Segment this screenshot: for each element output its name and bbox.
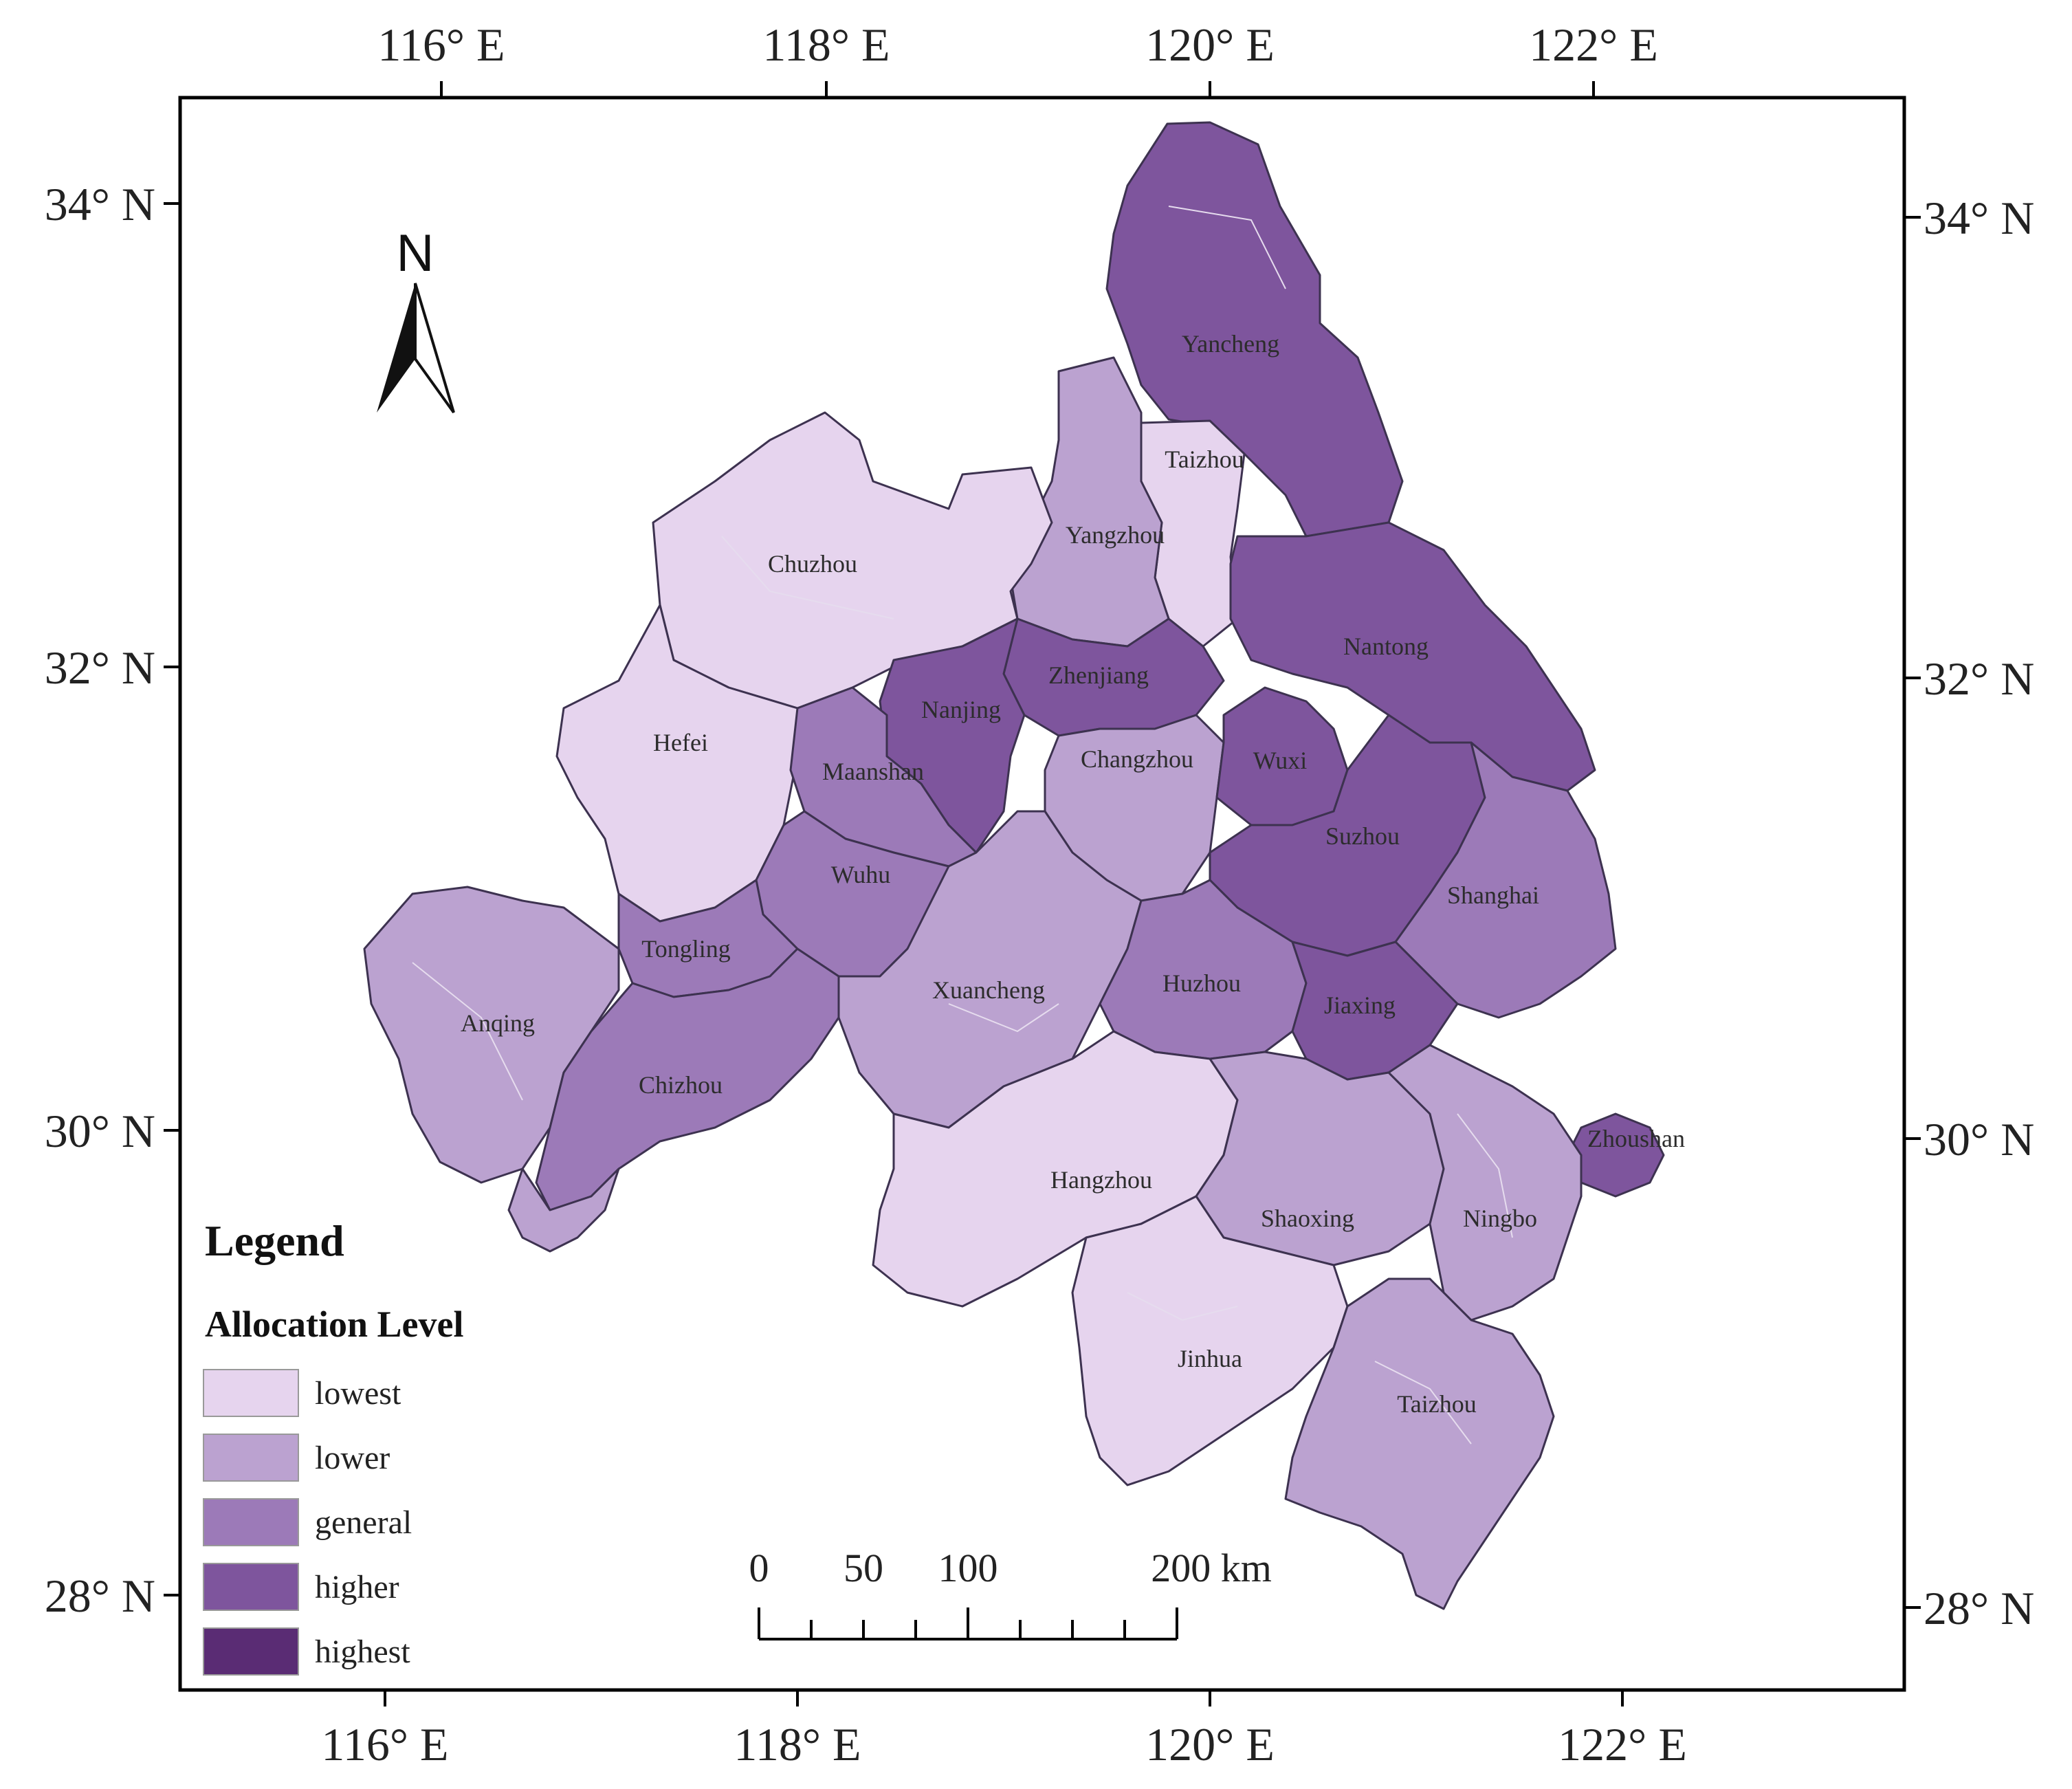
graticule-ticks	[164, 81, 1921, 1706]
city-label: Hefei	[653, 729, 708, 756]
lat-label-left: 32° N	[45, 641, 155, 694]
region-huzhou	[1099, 879, 1308, 1060]
city-label: Chuzhou	[768, 550, 857, 578]
right-latitude-labels: 34° N 32° N 30° N 28° N	[1924, 192, 2034, 1634]
lat-label-right: 32° N	[1924, 652, 2034, 705]
lon-label-bottom: 120° E	[1145, 1718, 1275, 1770]
scale-bar-line	[758, 1607, 1178, 1640]
city-label: Nanjing	[921, 696, 1001, 723]
legend-label-higher: higher	[315, 1569, 399, 1605]
lat-label-right: 30° N	[1924, 1113, 2034, 1165]
city-label: Changzhou	[1081, 745, 1193, 773]
city-label: Taizhou	[1165, 446, 1244, 473]
city-label: Ningbo	[1463, 1205, 1537, 1232]
legend-swatch-lowest	[203, 1369, 299, 1417]
legend-subtitle: Allocation Level	[205, 1304, 463, 1345]
scale-label-0: 0	[749, 1546, 769, 1590]
lon-label-top: 118° E	[762, 19, 890, 71]
city-labels: Yancheng Taizhou Chuzhou Yangzhou Nanton…	[461, 330, 1685, 1418]
region-chizhou	[535, 947, 840, 1211]
legend-swatch-higher	[203, 1563, 299, 1611]
city-label: Suzhou	[1325, 822, 1400, 850]
lon-label-bottom: 116° E	[321, 1718, 448, 1770]
region-ningbo	[1387, 1044, 1583, 1321]
region-taizhou-zj	[1284, 1277, 1555, 1610]
legend-swatch-lower	[203, 1434, 299, 1482]
city-label: Wuxi	[1253, 747, 1308, 774]
top-longitude-labels: 116° E 118° E 120° E 122° E	[377, 19, 1657, 71]
legend-swatch-highest	[203, 1627, 299, 1676]
lon-label-bottom: 122° E	[1558, 1718, 1687, 1770]
city-label: Nantong	[1343, 633, 1429, 660]
legend: Legend Allocation Level lowest lower gen…	[203, 1216, 463, 1676]
district-lines	[412, 206, 1513, 1445]
legend-title: Legend	[205, 1216, 344, 1265]
north-arrow-icon	[377, 283, 415, 413]
city-label: Huzhou	[1162, 969, 1241, 997]
scale-label-50: 50	[844, 1546, 883, 1590]
lat-label-right: 28° N	[1924, 1582, 2034, 1634]
city-label: Jiaxing	[1324, 991, 1396, 1019]
city-label: Shanghai	[1447, 881, 1539, 909]
city-label: Zhoushan	[1587, 1125, 1685, 1152]
city-label: Xuancheng	[932, 976, 1045, 1004]
scale-label-100: 100	[938, 1546, 998, 1590]
scale-label-200km: 200 km	[1151, 1546, 1272, 1590]
region-jinhua	[1071, 1195, 1349, 1486]
lat-label-right: 34° N	[1924, 192, 2034, 244]
city-label: Maanshan	[822, 758, 924, 785]
north-arrow-icon-outline	[414, 283, 455, 414]
left-latitude-labels: 34° N 32° N 30° N 28° N	[45, 178, 155, 1622]
legend-label-lower: lower	[315, 1440, 390, 1476]
city-label: Anqing	[461, 1009, 535, 1037]
north-arrow: N	[377, 224, 455, 414]
lat-label-left: 28° N	[45, 1570, 155, 1622]
city-label: Wuhu	[831, 861, 891, 888]
lon-label-bottom: 118° E	[734, 1718, 861, 1770]
region-shanghai	[1394, 741, 1617, 1019]
lon-label-top: 116° E	[377, 19, 505, 71]
north-arrow-label: N	[397, 224, 434, 283]
legend-label-general: general	[315, 1504, 412, 1541]
city-label: Jinhua	[1178, 1345, 1242, 1372]
city-label: Zhenjiang	[1048, 661, 1149, 689]
city-label: Hangzhou	[1050, 1166, 1152, 1194]
lat-label-left: 30° N	[45, 1105, 155, 1157]
legend-swatch-general	[203, 1498, 299, 1546]
city-label: Tongling	[641, 935, 730, 963]
region-anqing-south	[507, 1167, 620, 1253]
city-label: Chizhou	[639, 1071, 723, 1099]
city-label: Taizhou	[1397, 1390, 1476, 1418]
region-shaoxing	[1195, 1051, 1445, 1266]
scale-bar: 0 50 100 200 km	[749, 1546, 1272, 1640]
city-regions	[363, 121, 1665, 1610]
lon-label-top: 120° E	[1145, 19, 1275, 71]
bottom-longitude-labels: 116° E 118° E 120° E 122° E	[321, 1718, 1686, 1770]
city-label: Yancheng	[1182, 330, 1279, 358]
city-label: Yangzhou	[1066, 521, 1165, 549]
lat-label-left: 34° N	[45, 178, 155, 230]
legend-label-lowest: lowest	[315, 1375, 401, 1412]
lon-label-top: 122° E	[1529, 19, 1658, 71]
legend-label-highest: highest	[315, 1634, 410, 1670]
city-label: Shaoxing	[1261, 1205, 1354, 1232]
